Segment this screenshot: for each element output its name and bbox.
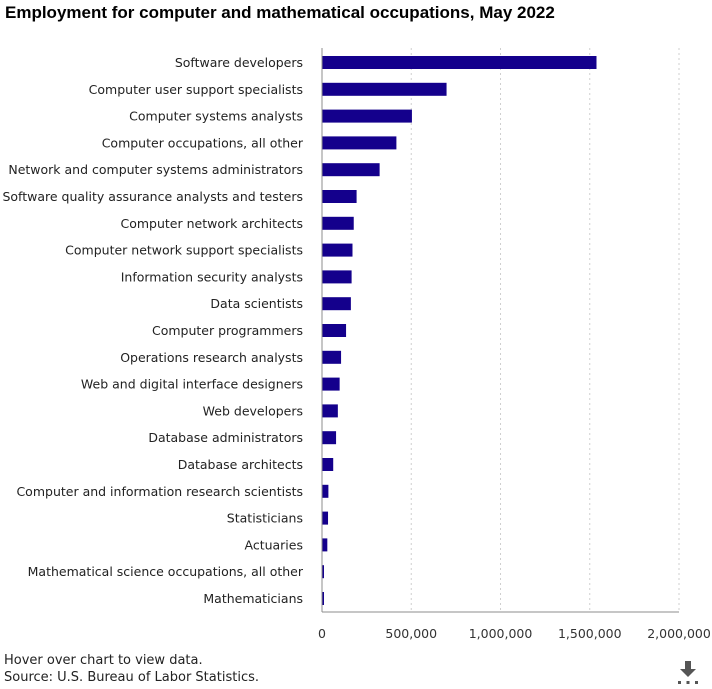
bar[interactable]: Computer systems analysts: 501,000 <box>322 109 412 123</box>
bar[interactable]: Information security analysts: 163,000 <box>322 270 352 284</box>
bar[interactable]: Network and computer systems administrat… <box>322 163 380 177</box>
category-label: Database architects <box>178 457 303 472</box>
bar[interactable]: Computer user support specialists: 695,0… <box>322 82 447 96</box>
x-tick-label: 1,500,000 <box>558 626 622 641</box>
bar[interactable]: Mathematical science occupations, all ot… <box>322 565 325 579</box>
bar[interactable]: Software developers: 1,535,000 <box>322 56 597 69</box>
source-note: Source: U.S. Bureau of Labor Statistics. <box>4 670 259 685</box>
category-labels: Software developers Computer user support… <box>2 55 303 606</box>
bar[interactable]: Web developers: 86,000 <box>322 404 338 418</box>
download-button[interactable] <box>676 659 700 685</box>
bar[interactable]: Computer network support specialists: 16… <box>322 243 353 257</box>
category-label: Computer programmers <box>152 323 303 338</box>
bar[interactable]: Computer occupations, all other: 414,000 <box>322 136 397 150</box>
x-axis: 0 500,000 1,000,000 1,500,000 2,000,000 <box>318 48 711 641</box>
category-label: Information security analysts <box>121 269 303 284</box>
bar[interactable]: Web and digital interface designers: 96,… <box>322 377 340 391</box>
category-label: Software quality assurance analysts and … <box>2 189 303 204</box>
category-label: Database administrators <box>148 430 303 445</box>
bar[interactable]: Actuaries: 27,000 <box>322 538 328 552</box>
category-label: Statisticians <box>227 511 303 526</box>
category-label: Web developers <box>203 403 303 418</box>
bar[interactable]: Mathematicians: 3,000 <box>322 592 325 605</box>
category-label: Computer and information research scient… <box>16 484 303 499</box>
category-label: Operations research analysts <box>120 350 303 365</box>
category-label: Mathematical science occupations, all ot… <box>28 564 304 579</box>
bar[interactable]: Database administrators: 76,000 <box>322 431 337 445</box>
bars[interactable]: Software developers: 1,535,000 Computer u… <box>322 56 597 605</box>
category-label: Computer network architects <box>120 216 303 231</box>
bar[interactable]: Computer programmers: 132,000 <box>322 324 347 337</box>
x-tick-label: 2,000,000 <box>647 626 711 641</box>
category-label: Software developers <box>175 55 303 70</box>
download-arrow-icon <box>678 661 698 684</box>
gridlines <box>410 48 680 612</box>
category-label: Mathematicians <box>203 591 303 606</box>
x-tick-label: 0 <box>318 626 326 641</box>
bar[interactable]: Computer network architects: 175,000 <box>322 216 354 230</box>
category-label: Computer user support specialists <box>89 82 303 97</box>
category-label: Actuaries <box>244 537 303 552</box>
chart-title: Employment for computer and mathematical… <box>5 3 555 22</box>
x-tick-label: 500,000 <box>385 626 437 641</box>
category-label: Computer network support specialists <box>65 243 303 258</box>
bar-chart[interactable]: Software developers: 1,535,000 Computer u… <box>0 0 712 650</box>
bar[interactable]: Statisticians: 31,000 <box>322 511 329 525</box>
category-label: Computer occupations, all other <box>102 135 304 150</box>
category-label: Data scientists <box>210 296 303 311</box>
x-tick-label: 1,000,000 <box>469 626 533 641</box>
bar[interactable]: Data scientists: 159,000 <box>322 297 351 311</box>
category-label: Web and digital interface designers <box>81 377 303 392</box>
category-label: Computer systems analysts <box>129 109 303 124</box>
hover-note: Hover over chart to view data. <box>4 653 203 668</box>
bar[interactable]: Database architects: 60,000 <box>322 458 334 471</box>
category-label: Network and computer systems administrat… <box>8 162 303 177</box>
bar[interactable]: Operations research analysts: 104,000 <box>322 350 342 364</box>
bar[interactable]: Computer and information research scient… <box>322 484 329 498</box>
bar[interactable]: Software quality assurance analysts and … <box>322 190 357 203</box>
